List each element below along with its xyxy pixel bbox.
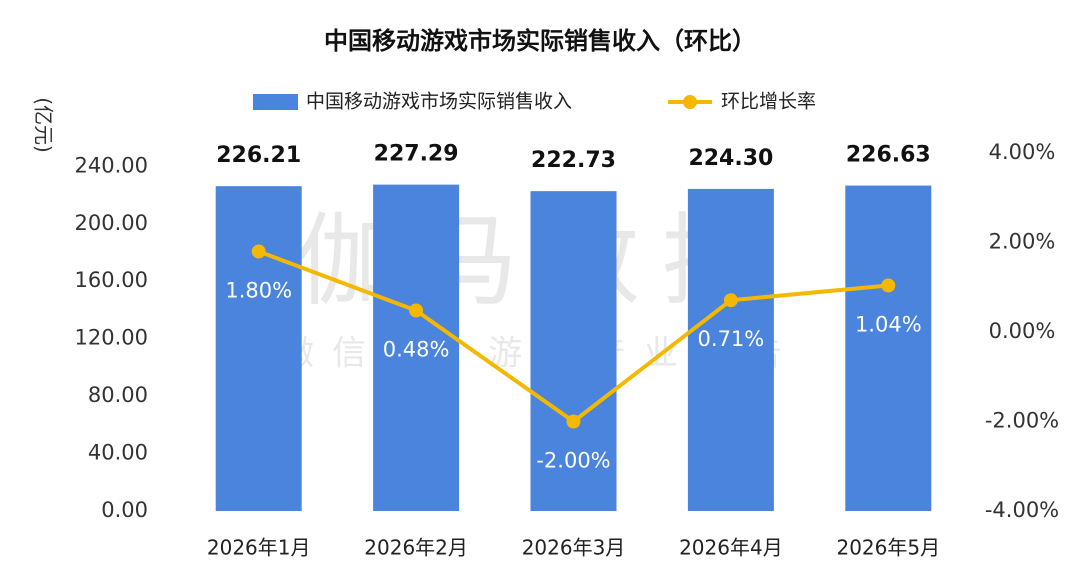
legend-label: 中国移动游戏市场实际销售收入 (306, 91, 572, 113)
line-value-label: 0.48% (383, 338, 450, 362)
y2-tick-label: -4.00% (985, 498, 1059, 522)
bar-value-label: 224.30 (688, 146, 773, 171)
line-point (881, 278, 896, 293)
x-tick-label: 2026年3月 (522, 536, 626, 560)
bar (530, 191, 617, 511)
legend-swatch (683, 95, 697, 109)
y-tick-label: 160.00 (75, 268, 148, 292)
bar (687, 188, 774, 511)
y-tick-label: 240.00 (75, 153, 148, 177)
y-tick-label: 40.00 (88, 441, 148, 465)
x-tick-label: 2026年2月 (364, 536, 468, 560)
bar (215, 186, 302, 511)
y2-tick-label: 0.00% (989, 319, 1056, 343)
bar-value-label: 227.29 (374, 142, 459, 167)
bar-value-label: 226.21 (216, 143, 301, 168)
bar (845, 185, 932, 511)
y-axis-label: (亿元) (32, 97, 56, 153)
y-tick-label: 80.00 (88, 383, 148, 407)
x-tick-label: 2026年4月 (679, 536, 783, 560)
line-value-label: 1.80% (225, 278, 292, 302)
legend-swatch (253, 94, 298, 110)
legend-label: 环比增长率 (721, 91, 816, 113)
bar-value-label: 226.63 (846, 143, 931, 168)
line-value-label: -2.00% (536, 449, 610, 473)
y2-tick-label: -2.00% (985, 409, 1059, 433)
chart-title: 中国移动游戏市场实际销售收入（环比） (324, 27, 756, 55)
y-tick-label: 200.00 (75, 211, 148, 235)
x-tick-label: 2026年5月 (836, 536, 940, 560)
bar (373, 184, 460, 511)
line-point (566, 414, 581, 429)
y2-tick-label: 2.00% (989, 230, 1056, 254)
line-value-label: 1.04% (855, 312, 922, 336)
y2-tick-label: 4.00% (989, 140, 1056, 164)
line-value-label: 0.71% (698, 327, 765, 351)
x-tick-label: 2026年1月 (207, 536, 311, 560)
y-tick-label: 120.00 (75, 326, 148, 350)
y-tick-label: 0.00 (101, 498, 148, 522)
line-point (409, 303, 424, 318)
bar-value-label: 222.73 (531, 148, 616, 173)
line-point (723, 293, 738, 308)
line-point (251, 244, 266, 259)
